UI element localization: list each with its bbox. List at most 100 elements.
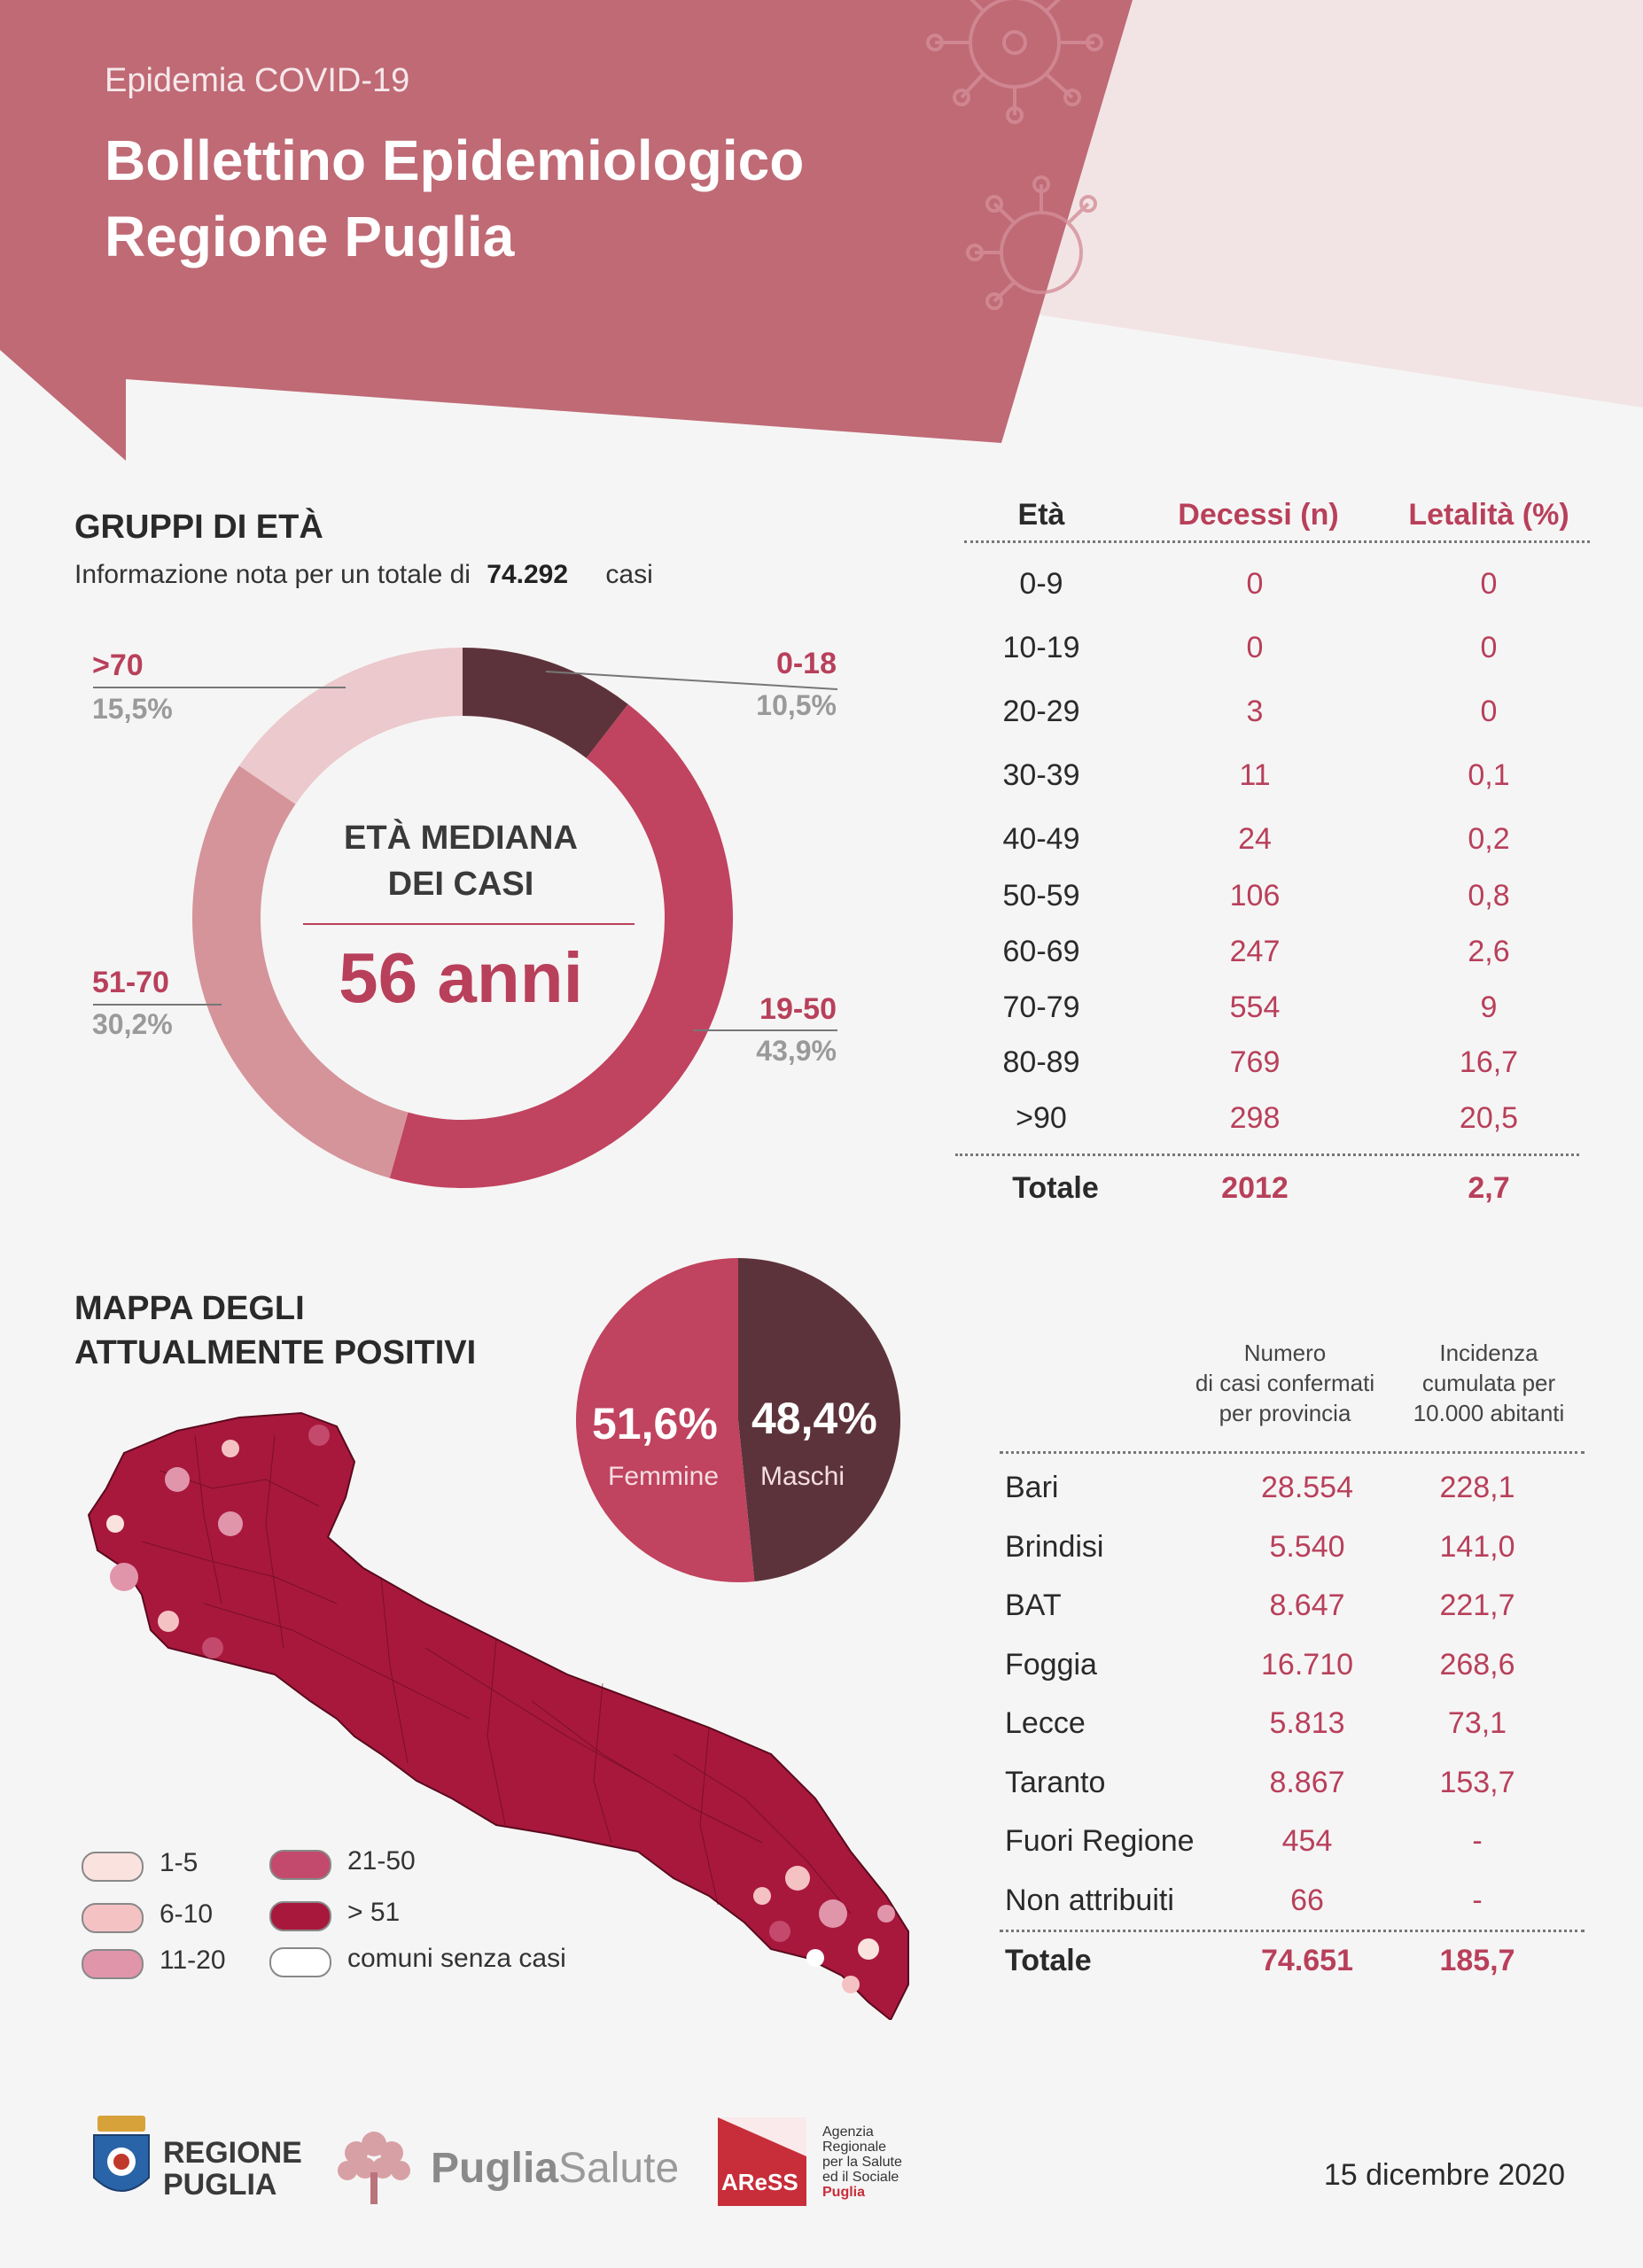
province-name-cell: Bari <box>1005 1471 1059 1504</box>
lethality-cell: 0 <box>1480 631 1498 664</box>
aress-logo: AReSS <box>718 2117 806 2206</box>
province-name-cell: BAT <box>1005 1588 1062 1622</box>
deaths-total-value: 2012 <box>1221 1171 1289 1205</box>
deaths-total-label: Totale <box>1012 1171 1099 1205</box>
deaths-cell: 0 <box>1246 631 1264 664</box>
puglia-salute-tree-icon <box>338 2132 410 2204</box>
province-total-divider <box>1000 1930 1585 1932</box>
aress-logo-shape <box>718 2117 806 2156</box>
legend-swatch <box>269 1901 331 1931</box>
donut-slice--70 <box>238 648 463 804</box>
page-title: Bollettino Epidemiologico Regione Puglia <box>105 122 804 275</box>
bulletin-date: 15 dicembre 2020 <box>1323 2158 1565 2192</box>
logo1-line-1: REGIONE <box>163 2136 302 2170</box>
legend-label: comuni senza casi <box>347 1944 566 1973</box>
male-label: Maschi <box>760 1462 845 1491</box>
lethality-cell: 0,2 <box>1468 822 1510 856</box>
aress-logo-text: Agenzia Regionale per la Salute ed il So… <box>822 2124 902 2200</box>
lethality-cell: 0,1 <box>1468 758 1510 792</box>
map-title: MAPPA DEGLI ATTUALMENTE POSITIVI <box>74 1286 476 1375</box>
legend-swatch <box>269 1947 331 1977</box>
legend-label: 1-5 <box>160 1848 199 1877</box>
province-header-incidence: Incidenza cumulata per 10.000 abitanti <box>1382 1338 1595 1428</box>
female-label: Femmine <box>608 1462 720 1491</box>
province-incidence-cell: - <box>1472 1883 1483 1917</box>
province-cases-cell: 454 <box>1281 1824 1333 1858</box>
lethality-cell: 0 <box>1480 567 1498 601</box>
median-age-value: 56 anni <box>339 938 583 1017</box>
province-incidence-cell: 141,0 <box>1439 1529 1515 1564</box>
province-name-cell: Taranto <box>1005 1765 1106 1799</box>
lethality-cell: 16,7 <box>1459 1045 1519 1079</box>
province-incidence-cell: 268,6 <box>1439 1647 1515 1682</box>
age-range-cell: 0-9 <box>1019 567 1063 601</box>
donut-slice-0-18 <box>463 648 628 758</box>
header-kicker: Epidemia COVID-19 <box>105 62 410 99</box>
aress-line: per la Salute <box>822 2155 902 2170</box>
province-cases-cell: 28.554 <box>1261 1471 1353 1504</box>
age-range-cell: 60-69 <box>1002 935 1080 968</box>
province-total-cases: 74.651 <box>1261 1944 1353 1977</box>
province-name-cell: Brindisi <box>1005 1529 1104 1564</box>
province-cases-cell: 5.540 <box>1269 1529 1345 1564</box>
province-name-cell: Non attribuiti <box>1005 1883 1174 1917</box>
aress-logo-abbr: AReSS <box>721 2169 798 2195</box>
deaths-cell: 106 <box>1229 879 1281 913</box>
title-line-2: Regione Puglia <box>105 205 515 268</box>
gender-slice-femmine <box>576 1258 755 1582</box>
province-cases-cell: 8.647 <box>1269 1588 1345 1622</box>
deaths-header-deaths: Decessi (n) <box>1178 498 1339 532</box>
legend-swatch <box>269 1850 331 1880</box>
puglia-region-shape <box>87 1411 909 2020</box>
age-pct-0-18: 10,5% <box>756 689 837 721</box>
province-name-cell: Lecce <box>1005 1706 1086 1740</box>
age-groups-info: Informazione nota per un totale di 74.29… <box>74 560 653 590</box>
legend-label: > 51 <box>347 1898 401 1927</box>
aress-line: Agenzia <box>822 2124 874 2140</box>
age-range-cell: 10-19 <box>1002 631 1080 664</box>
age-range-cell: 70-79 <box>1002 990 1080 1024</box>
female-pct: 51,6% <box>592 1399 718 1449</box>
age-range-cell: 80-89 <box>1002 1045 1080 1079</box>
province-header-divider <box>1000 1451 1585 1454</box>
municipality-borders <box>141 1434 852 1915</box>
deaths-cell: 11 <box>1239 758 1271 792</box>
deaths-cell: 769 <box>1229 1045 1281 1079</box>
lethality-cell: 9 <box>1480 990 1498 1024</box>
age-range-cell: 40-49 <box>1002 822 1080 856</box>
title-line-1: Bollettino Epidemiologico <box>105 128 805 192</box>
legend-swatch <box>82 1949 144 1979</box>
median-title-line-2: DEI CASI <box>387 866 534 903</box>
map-title-line-2: ATTUALMENTE POSITIVI <box>74 1334 477 1371</box>
logo1-line-2: PUGLIA <box>163 2168 277 2202</box>
province-incidence-cell: 228,1 <box>1439 1471 1515 1504</box>
province-incidence-cell: 153,7 <box>1439 1765 1515 1799</box>
legend-swatch <box>82 1852 144 1882</box>
aress-line: Puglia <box>822 2185 866 2200</box>
province-total-incidence: 185,7 <box>1439 1944 1515 1977</box>
median-title-line-1: ETÀ MEDIANA <box>344 819 578 857</box>
legend-swatch <box>82 1903 144 1933</box>
province-incidence-cell: 73,1 <box>1447 1706 1507 1740</box>
male-pct: 48,4% <box>751 1394 877 1443</box>
header-incidence-line: cumulata per <box>1421 1370 1556 1396</box>
lethality-total-value: 2,7 <box>1468 1171 1510 1205</box>
logo2-part-b: Salute <box>558 2145 680 2192</box>
lethality-cell: 0 <box>1480 695 1498 728</box>
header-cases-line: per provincia <box>1219 1400 1351 1426</box>
deaths-header-age: Età <box>1017 498 1065 532</box>
province-header-cases: Numero di casi confermati per provincia <box>1170 1338 1400 1428</box>
province-cases-cell: 16.710 <box>1261 1647 1353 1682</box>
lethality-cell: 0,8 <box>1468 879 1510 913</box>
province-incidence-cell: 221,7 <box>1439 1588 1515 1622</box>
info-prefix: Informazione nota per un totale di <box>74 560 471 589</box>
province-name-cell: Fuori Regione <box>1005 1824 1195 1858</box>
legend-label: 11-20 <box>160 1946 226 1975</box>
province-cases-cell: 5.813 <box>1269 1706 1345 1740</box>
age-groups-title: GRUPPI DI ETÀ <box>74 509 323 546</box>
age-pct-51-70: 30,2% <box>92 1008 173 1040</box>
age-pct-19-50: 43,9% <box>756 1035 837 1067</box>
age-label-51-70: 51-70 <box>92 966 169 999</box>
gender-slice-maschi <box>738 1258 900 1582</box>
lethality-cell: 20,5 <box>1459 1101 1519 1135</box>
